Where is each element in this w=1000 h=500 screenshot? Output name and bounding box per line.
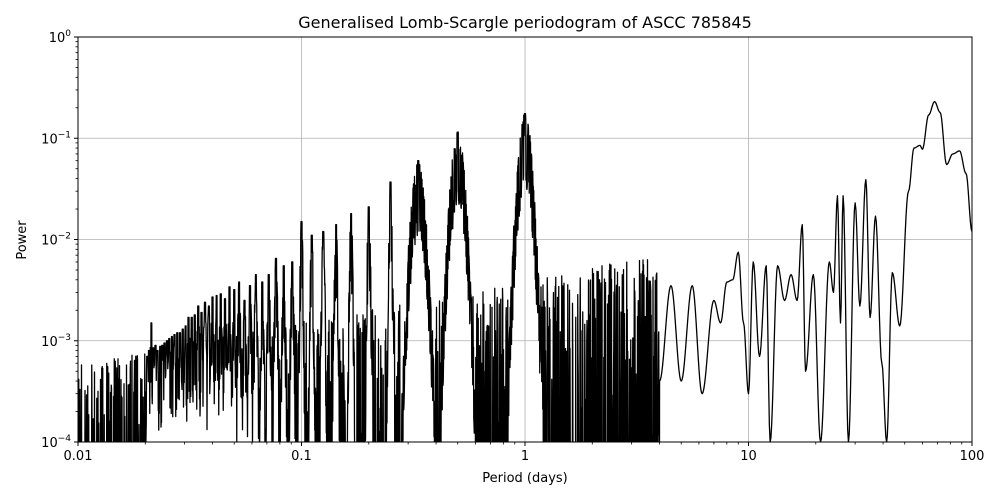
x-tick-label: 100	[960, 449, 985, 464]
y-tick-label: 100	[49, 29, 72, 46]
y-axis-ticks: 100 10−1 10−2 10−3 10−4	[41, 29, 78, 451]
y-axis-label: Power	[15, 220, 30, 260]
power-line	[78, 100, 972, 442]
grid-lines	[78, 37, 972, 442]
x-tick-label: 0.1	[291, 449, 312, 464]
chart-title: Generalised Lomb-Scargle periodogram of …	[298, 13, 752, 32]
y-tick-label: 10−3	[41, 333, 71, 350]
x-axis-ticks: 0.01 0.1 1 10 100	[64, 442, 985, 464]
x-tick-label: 0.01	[64, 449, 93, 464]
y-tick-label: 10−2	[41, 232, 71, 249]
y-tick-label: 10−1	[41, 130, 71, 147]
x-axis-label: Period (days)	[482, 471, 568, 486]
x-tick-label: 1	[521, 449, 529, 464]
x-tick-label: 10	[740, 449, 757, 464]
y-tick-label: 10−4	[41, 434, 71, 451]
power-series-line	[78, 100, 972, 442]
